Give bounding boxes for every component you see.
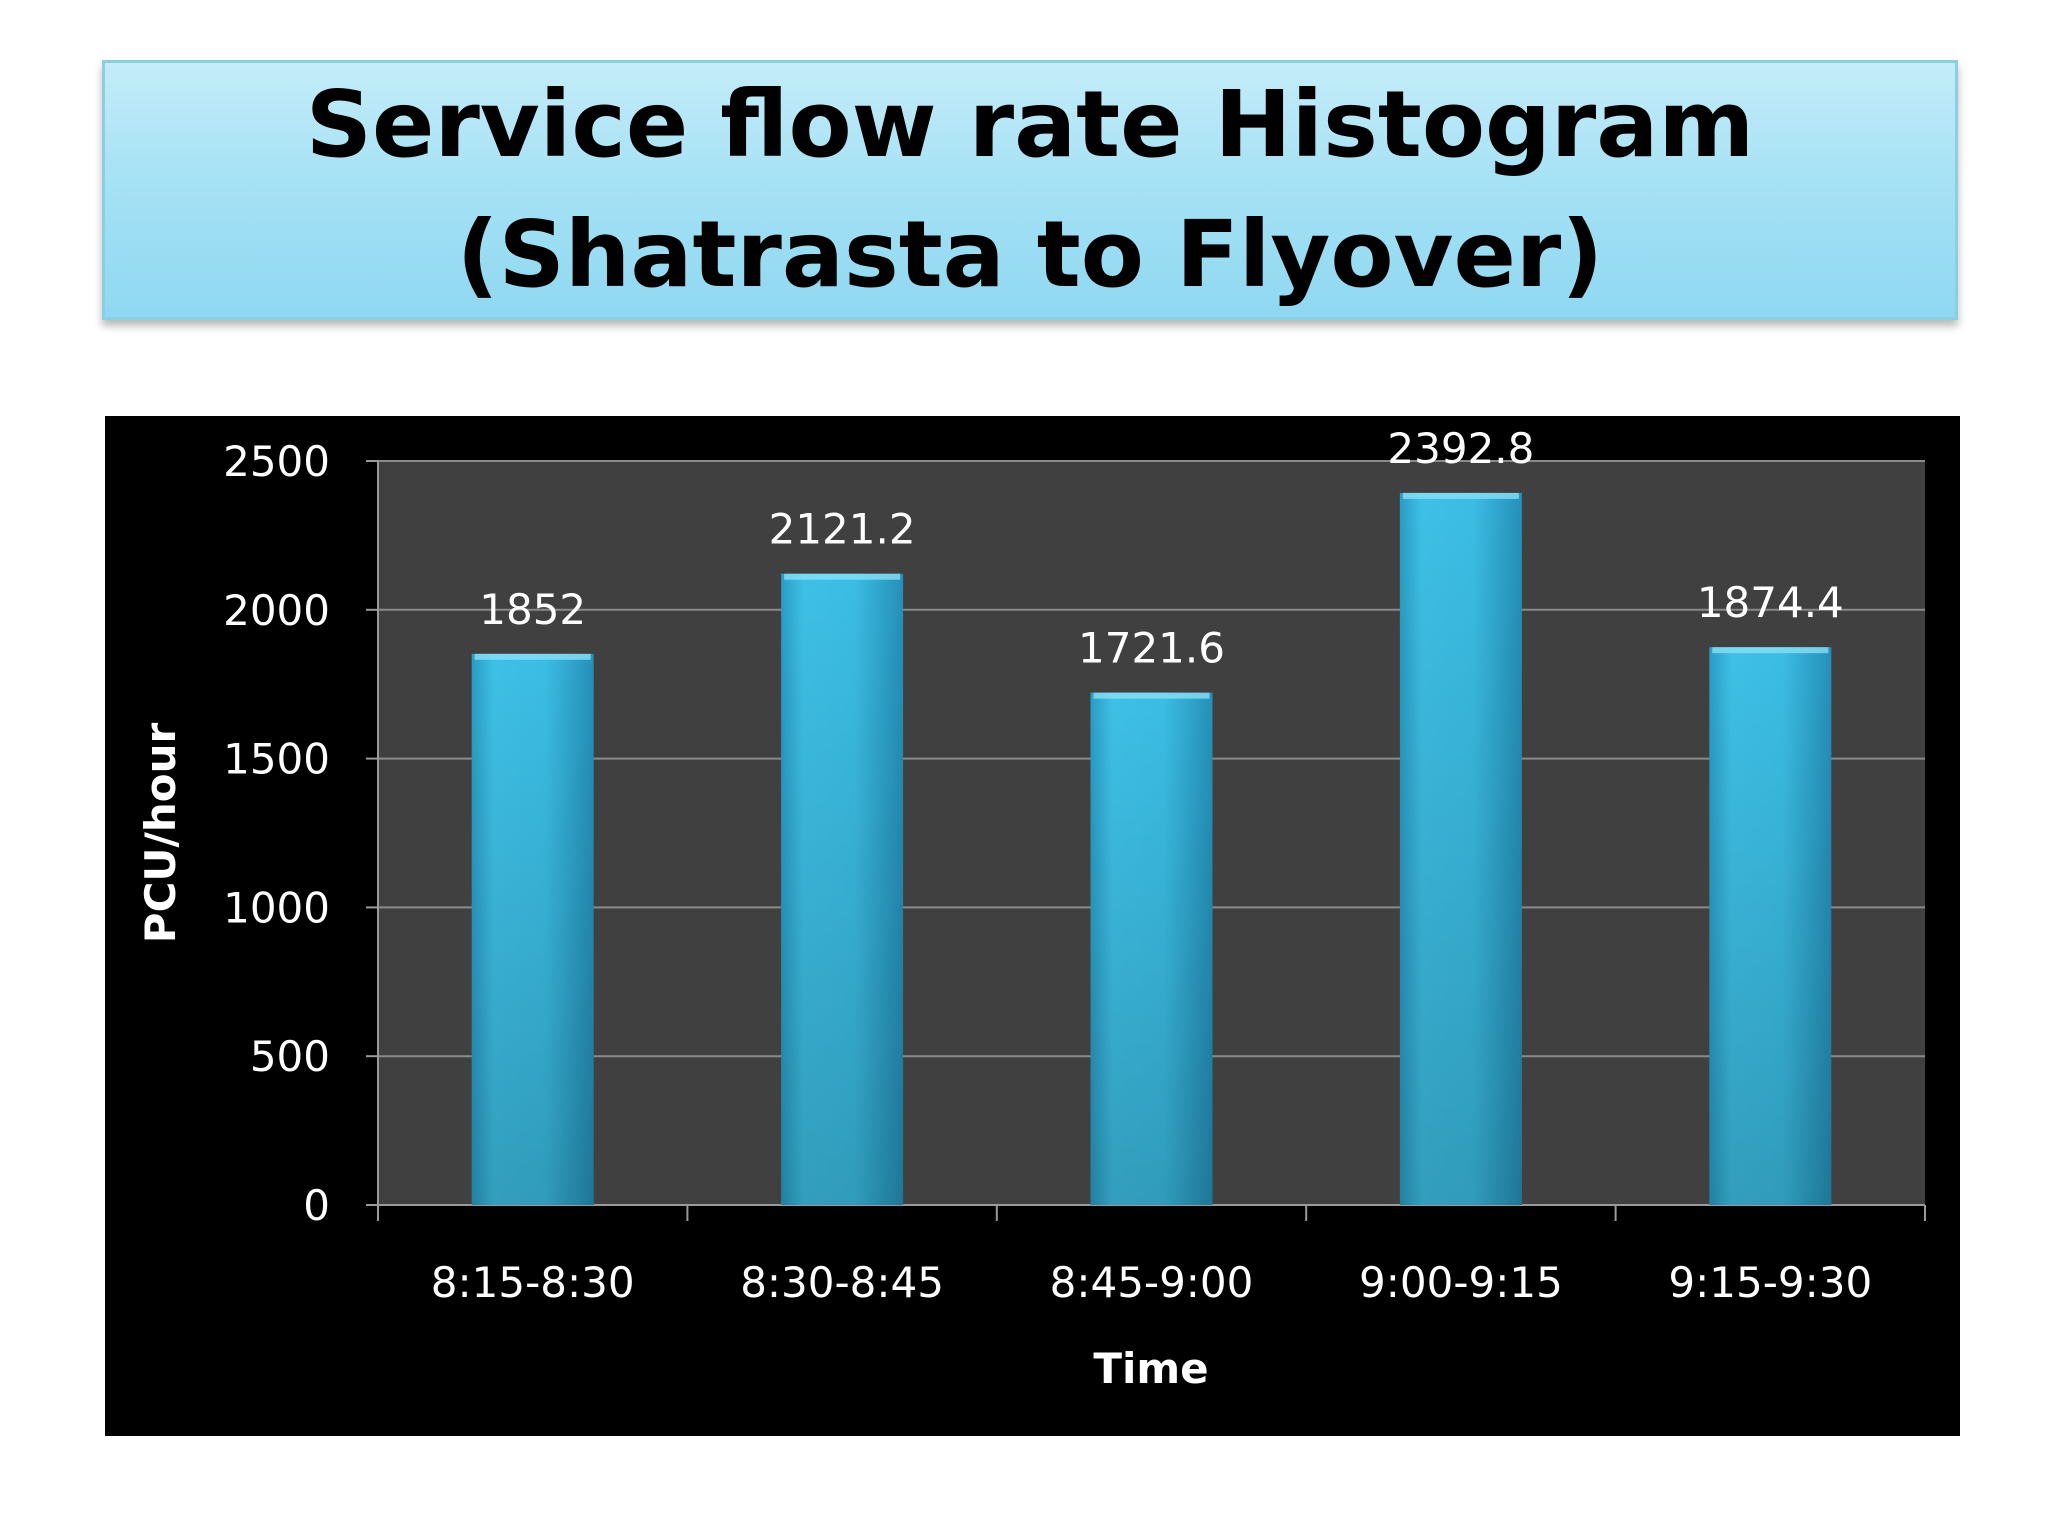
bar-shade [781, 573, 904, 1205]
y-tick-label: 1000 [223, 883, 330, 932]
y-tick-label: 2000 [223, 586, 330, 635]
x-axis-title: Time [1093, 1344, 1208, 1393]
bar-1 [471, 653, 594, 1205]
bar-shade [1090, 692, 1213, 1205]
y-tick-label: 500 [250, 1032, 330, 1081]
data-label: 1874.4 [1697, 578, 1844, 627]
x-tick-label: 8:15-8:30 [431, 1258, 635, 1307]
bar-chart: 0 500 1000 1500 2000 2500 1852 8:15-8:30 2121.2 8… [136, 424, 1926, 1393]
x-tick-label: 9:00-9:15 [1359, 1258, 1563, 1307]
y-axis-title: PCU/hour [136, 723, 185, 944]
y-tick-label: 0 [303, 1181, 330, 1230]
y-tick-label: 2500 [223, 437, 330, 486]
bar-4 [1399, 492, 1522, 1205]
bar-5 [1709, 647, 1832, 1205]
x-tick-label: 9:15-9:30 [1668, 1258, 1872, 1307]
chart-title-line-1: Service flow rate Histogram [305, 71, 1755, 178]
y-tick-label: 1500 [223, 735, 330, 784]
bar-top-highlight [474, 653, 591, 660]
bar-3 [1090, 692, 1213, 1205]
title-box: Service flow rate Histogram (Shatrasta t… [102, 60, 1958, 320]
bar-top-highlight [1402, 492, 1519, 499]
x-tick-label: 8:30-8:45 [740, 1258, 944, 1307]
data-label: 2121.2 [769, 505, 916, 554]
x-tick-label: 8:45-9:00 [1050, 1258, 1254, 1307]
bar-top-highlight [1712, 647, 1829, 654]
data-label: 1852 [479, 585, 586, 634]
bar-top-highlight [1093, 692, 1210, 699]
data-label: 1721.6 [1078, 624, 1225, 673]
chart-title-line-2: (Shatrasta to Flyover) [456, 201, 1604, 308]
chart-frame: 0 500 1000 1500 2000 2500 1852 8:15-8:30 2121.2 8… [105, 416, 1960, 1436]
labels: 0 500 1000 1500 2000 2500 1852 8:15-8:30 2121.2 8… [223, 424, 1872, 1307]
bar-top-highlight [784, 573, 901, 580]
bar-2 [781, 573, 904, 1205]
data-label: 2392.8 [1387, 424, 1534, 473]
bars [471, 492, 1832, 1205]
bar-shade [471, 653, 594, 1205]
bar-shade [1399, 492, 1522, 1205]
bar-shade [1709, 647, 1832, 1205]
